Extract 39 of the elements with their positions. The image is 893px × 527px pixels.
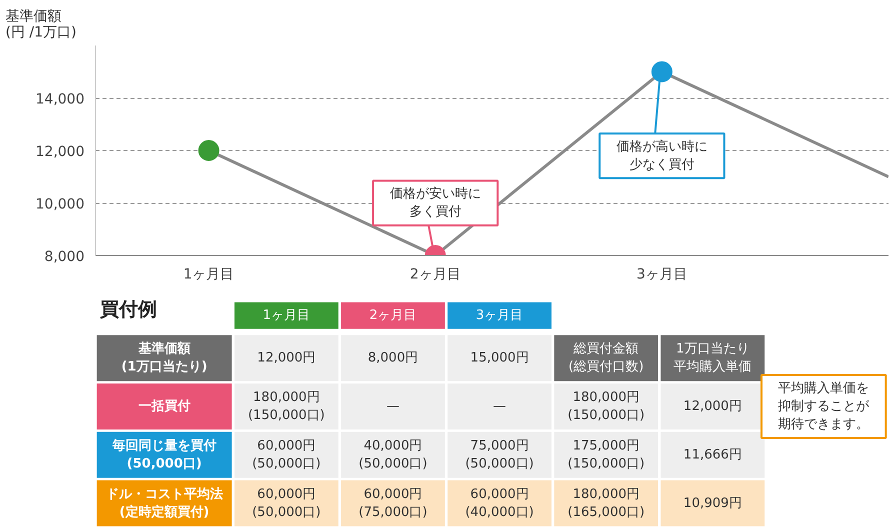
x-tick-label: 2ヶ月目 (410, 266, 461, 282)
y-axis-title: 基準価額 (円 /1万口) (6, 8, 76, 40)
category-label: 1万口当たり平均購入単価 (674, 342, 752, 375)
y-tick-label: 8,000 (44, 249, 85, 265)
text: 180,000円 (150,000口) (568, 390, 645, 423)
y-tick-label: 12,000 (36, 144, 85, 160)
text: 175,000円 (150,000口) (568, 438, 645, 472)
category-label: 毎回同じ量を買付 (50,000口) (112, 438, 216, 472)
category-label: 3ヶ月目 (476, 308, 524, 324)
text: 12,000円 (683, 399, 742, 414)
category-label: 基準価額 (1万口当たり) (121, 342, 208, 375)
category-label: ドル・コスト平均法 (定時定額買付) (106, 486, 223, 520)
annotation: 価格が高い時に少なく買付 (616, 138, 708, 172)
text: 60,000円 (50,000口) (252, 486, 321, 520)
annotation: 価格が安い時に多く買付 (390, 186, 481, 220)
x-tick-label: 1ヶ月目 (183, 266, 234, 282)
text: 8,000円 (368, 350, 418, 366)
text: 平均購入単価を抑制することが期待できます。 (778, 381, 870, 432)
text: 15,000円 (470, 350, 529, 366)
category-label: 総買付金額 (総買付口数) (568, 342, 644, 375)
text: 40,000円 (50,000口) (358, 438, 428, 472)
y-tick-label: 10,000 (36, 196, 85, 212)
category-label: 一括買付 (138, 399, 190, 414)
text: 60,000円 (75,000口) (358, 486, 428, 520)
text: 180,000円 (150,000口) (248, 390, 325, 423)
text: 11,666円 (683, 447, 742, 462)
text: 買付例 (98, 298, 157, 321)
text: 10,909円 (683, 496, 742, 511)
text: 180,000円 (165,000口) (568, 486, 645, 520)
x-tick-label: 3ヶ月目 (636, 266, 688, 282)
category-label: 2ヶ月目 (369, 308, 417, 324)
text: — (386, 399, 400, 414)
category-label: 1ヶ月目 (262, 308, 310, 324)
y-tick-label: 14,000 (36, 92, 85, 108)
text: 75,000円 (50,000口) (465, 438, 534, 472)
text: 60,000円 (50,000口) (252, 438, 321, 472)
text: 60,000円 (40,000口) (465, 486, 534, 520)
text: — (493, 399, 506, 414)
text: 12,000円 (257, 350, 316, 366)
